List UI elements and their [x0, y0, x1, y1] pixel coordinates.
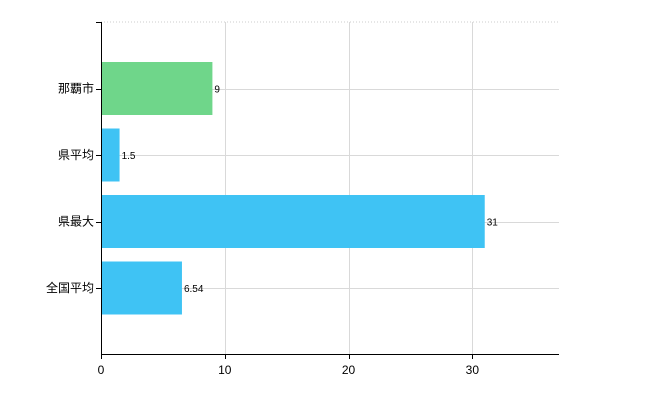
data-label: 31	[487, 218, 499, 229]
category-label: 県最大	[58, 215, 94, 229]
bar-4	[101, 261, 182, 315]
data-label: 9	[214, 85, 220, 96]
category-label: 那覇市	[58, 81, 94, 96]
bar-1	[101, 62, 213, 115]
bar-2	[101, 128, 120, 182]
data-label: 6.54	[184, 284, 204, 295]
x-tick-label: 0	[98, 363, 105, 377]
x-tick-label: 20	[342, 363, 356, 377]
category-label: 全国平均	[46, 280, 94, 295]
data-label: 1.5	[122, 151, 136, 162]
category-label: 県平均	[58, 148, 94, 162]
bar-3	[101, 195, 485, 248]
x-tick-label: 30	[466, 363, 480, 377]
x-tick-label: 10	[218, 363, 232, 377]
